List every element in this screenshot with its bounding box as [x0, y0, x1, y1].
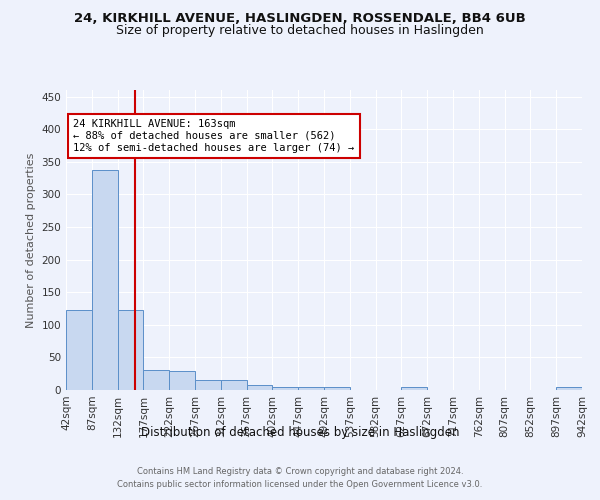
Text: 24 KIRKHILL AVENUE: 163sqm
← 88% of detached houses are smaller (562)
12% of sem: 24 KIRKHILL AVENUE: 163sqm ← 88% of deta… [73, 120, 355, 152]
Bar [324, 386, 350, 390]
Bar [195, 380, 221, 390]
Bar [143, 370, 169, 390]
Text: Contains HM Land Registry data © Crown copyright and database right 2024.: Contains HM Land Registry data © Crown c… [137, 467, 463, 476]
Bar [118, 310, 143, 390]
Bar [169, 371, 195, 390]
Bar [66, 310, 92, 390]
Bar [247, 386, 272, 390]
Bar [272, 386, 298, 390]
Y-axis label: Number of detached properties: Number of detached properties [26, 152, 36, 328]
Text: Contains public sector information licensed under the Open Government Licence v3: Contains public sector information licen… [118, 480, 482, 489]
Bar [221, 380, 247, 390]
Text: Size of property relative to detached houses in Haslingden: Size of property relative to detached ho… [116, 24, 484, 37]
Bar [401, 386, 427, 390]
Bar [556, 386, 582, 390]
Bar [92, 170, 118, 390]
Bar [298, 386, 324, 390]
Text: Distribution of detached houses by size in Haslingden: Distribution of detached houses by size … [141, 426, 459, 439]
Text: 24, KIRKHILL AVENUE, HASLINGDEN, ROSSENDALE, BB4 6UB: 24, KIRKHILL AVENUE, HASLINGDEN, ROSSEND… [74, 12, 526, 26]
